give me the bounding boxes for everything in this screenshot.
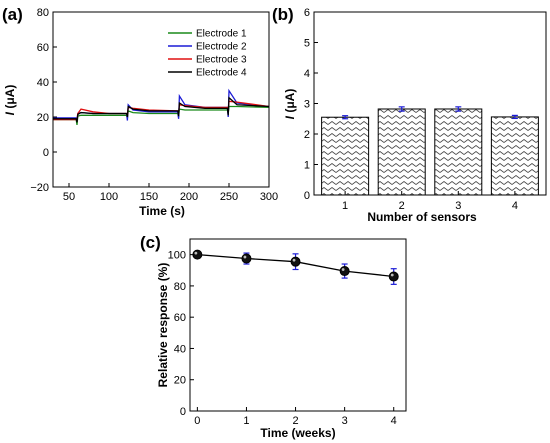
y-tick-label: 0 <box>180 406 186 418</box>
y-tick-label: 40 <box>174 343 186 355</box>
panel-b-chart: (b) 1 2 3 4 0 1 2 3 4 5 6 Number of sensors I (μA) <box>272 5 547 224</box>
bar-sensor-1 <box>321 116 370 196</box>
y-tick-label: 60 <box>37 42 49 54</box>
y-tick-label: 5 <box>304 38 310 50</box>
panel-b-y-axis-label: I (μA) <box>283 89 297 120</box>
y-tick-label: 4 <box>304 68 310 80</box>
y-tick-label: 40 <box>37 77 49 89</box>
panel-b-y-label-var: I <box>283 115 297 119</box>
data-point-highlight <box>390 273 394 277</box>
electrode-4-line <box>53 96 270 123</box>
x-tick-label: 2 <box>399 200 405 212</box>
y-tick-label: 1 <box>304 160 310 172</box>
legend-label-electrode-1: Electrode 1 <box>196 29 247 40</box>
y-tick-label: 20 <box>37 112 49 124</box>
legend-label-electrode-4: Electrode 4 <box>196 68 247 79</box>
x-tick-label: 4 <box>512 200 518 212</box>
legend-label-electrode-3: Electrode 3 <box>196 55 247 66</box>
panel-a-legend: Electrode 1 Electrode 2 Electrode 3 Electro… <box>168 29 247 79</box>
panel-b-label: (b) <box>272 5 294 24</box>
panel-c-plot <box>192 249 399 285</box>
panel-a-y-label-var: I <box>3 111 17 115</box>
x-tick-label: 200 <box>180 191 198 203</box>
data-point <box>290 256 301 267</box>
panel-a-ticks: 50 100 150 200 250 300 −20 0 20 40 60 80 <box>30 7 278 203</box>
x-tick-label: 0 <box>194 415 200 427</box>
electrode-2-line <box>53 88 270 121</box>
data-point-highlight <box>194 251 198 255</box>
panel-a-frame <box>52 11 270 188</box>
y-tick-label: 60 <box>174 312 186 324</box>
y-tick-label: 6 <box>304 7 310 19</box>
data-point <box>192 249 203 260</box>
panel-b-y-label-unit: (μA) <box>283 89 297 116</box>
y-tick-label: 2 <box>304 129 310 141</box>
y-tick-label: 20 <box>174 375 186 387</box>
x-tick-label: 1 <box>342 200 348 212</box>
x-tick-label: 3 <box>342 415 348 427</box>
x-tick-label: 2 <box>292 415 298 427</box>
bar-sensor-2 <box>377 108 426 196</box>
panel-a-chart: (a) 50 100 150 200 250 300 −20 0 20 40 60 80 Electr… <box>2 5 278 218</box>
panel-c-x-axis-label: Time (weeks) <box>260 426 335 440</box>
panel-c-y-axis-label: Relative response (%) <box>156 263 170 388</box>
y-tick-label: 80 <box>37 7 49 19</box>
panel-c-label: (c) <box>140 233 161 252</box>
y-tick-label: 0 <box>304 190 310 202</box>
data-point-highlight <box>292 258 296 262</box>
y-tick-label: 80 <box>174 281 186 293</box>
x-tick-label: 4 <box>391 415 397 427</box>
data-point-highlight <box>341 268 345 271</box>
panel-b-bars <box>321 106 539 196</box>
data-point <box>241 253 252 264</box>
electrode-1-line <box>53 105 270 125</box>
data-point-highlight <box>243 255 247 259</box>
panel-a-series-lines <box>53 88 270 125</box>
panel-a-label: (a) <box>2 5 23 24</box>
panel-a-y-axis-label: I (μA) <box>3 85 17 116</box>
y-tick-label: 100 <box>168 250 186 262</box>
legend-label-electrode-2: Electrode 2 <box>196 42 247 53</box>
x-tick-label: 50 <box>63 191 75 203</box>
panel-c-frame <box>189 238 407 412</box>
panel-a-y-label-unit: (μA) <box>3 85 17 112</box>
bar-sensor-4 <box>490 116 539 196</box>
x-tick-label: 100 <box>100 191 118 203</box>
data-point <box>339 266 350 277</box>
panel-b-x-axis-label: Number of sensors <box>367 210 477 224</box>
x-tick-label: 3 <box>455 200 461 212</box>
panel-b-ticks: 1 2 3 4 0 1 2 3 4 5 6 <box>304 7 518 212</box>
y-tick-label: 3 <box>304 99 310 111</box>
bar-sensor-3 <box>434 108 483 196</box>
x-tick-label: 150 <box>140 191 158 203</box>
y-tick-label: −20 <box>30 182 49 194</box>
x-tick-label: 300 <box>260 191 278 203</box>
x-tick-label: 1 <box>243 415 249 427</box>
panel-a-x-axis-label: Time (s) <box>139 204 185 218</box>
x-tick-label: 250 <box>220 191 238 203</box>
data-point <box>388 271 399 282</box>
y-tick-label: 0 <box>43 147 49 159</box>
